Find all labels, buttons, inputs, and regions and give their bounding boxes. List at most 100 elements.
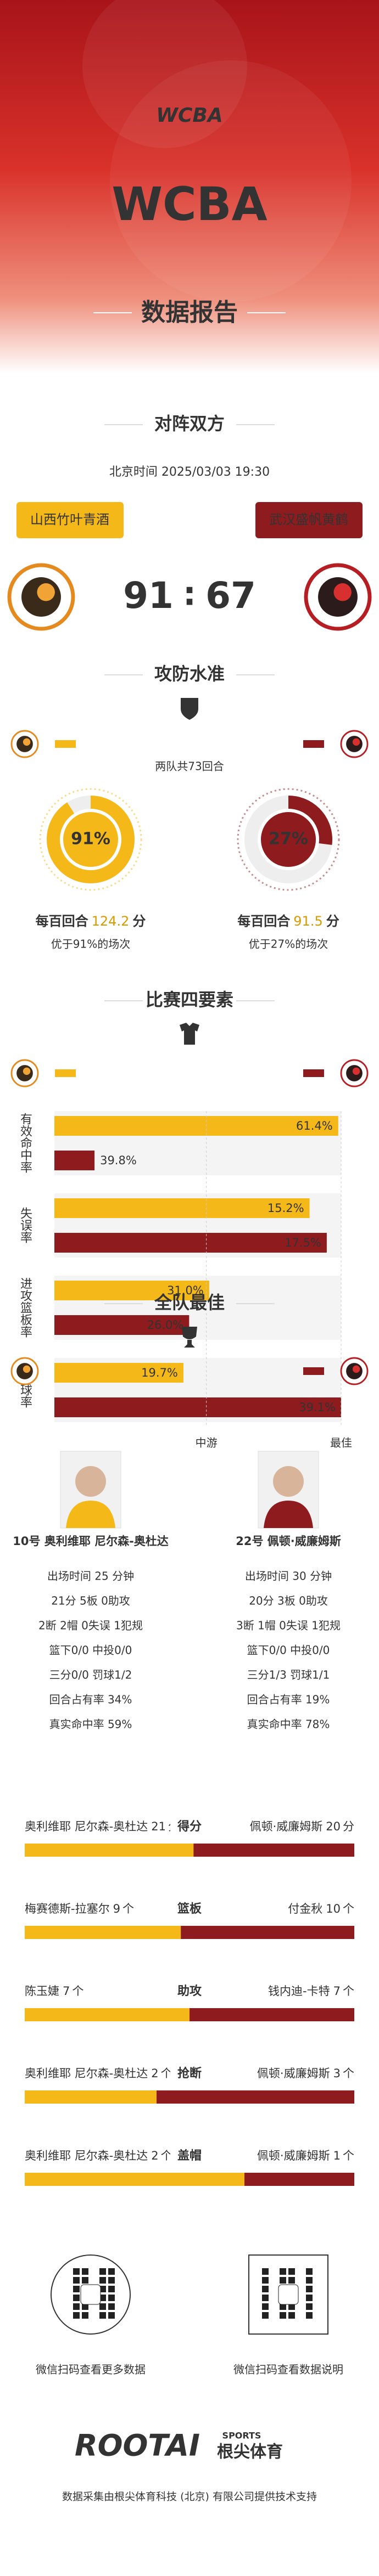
player-stat-line: 三分1/3 罚球1/1 xyxy=(247,1669,330,1682)
legend-swatch xyxy=(303,740,324,748)
qr-module xyxy=(108,2277,115,2284)
rating-note: 优于91%的场次 xyxy=(51,938,130,951)
player-stat-line: 21分 5板 0助攻 xyxy=(51,1594,130,1608)
leader-name: 付金秋 xyxy=(288,1902,322,1915)
points-unit: 分 xyxy=(132,914,146,929)
qr-module xyxy=(262,2312,269,2319)
leader-stat: 篮板 xyxy=(177,1902,202,1916)
stat-label-bg xyxy=(170,1901,209,1918)
team-logo-accent xyxy=(23,1067,31,1075)
leader-name: 佩顿·威廉姆斯 xyxy=(250,1820,323,1833)
team-logo-accent xyxy=(37,583,55,601)
qr-module xyxy=(82,2312,88,2319)
scale-label: 最佳 xyxy=(330,1436,352,1450)
leader-unit: 个 xyxy=(343,1902,354,1915)
leader-bar-away xyxy=(157,2090,354,2104)
leader-unit: 个 xyxy=(161,2067,172,2080)
leader-bar-away xyxy=(193,1844,354,1857)
qr-module xyxy=(73,2268,80,2275)
donut-arc xyxy=(47,796,135,883)
leader-unit: 个 xyxy=(122,1902,134,1915)
leader-unit: 个 xyxy=(343,1985,354,1998)
leader-stat: 助攻 xyxy=(177,1984,202,1998)
player-stat-line: 出场时间 30 分钟 xyxy=(245,1570,332,1583)
points-prefix: 每百回合 xyxy=(237,914,291,929)
header-logo: WCBA xyxy=(156,104,222,127)
factor-label: 有效命中率 xyxy=(18,1113,32,1173)
factor-bar xyxy=(54,1198,310,1218)
points-value: 91.5 xyxy=(293,914,322,929)
leader-name: 奥利维耶 尼尔森-奥杜达 xyxy=(25,2067,148,2080)
qr-module xyxy=(306,2268,313,2275)
qr-module xyxy=(306,2286,313,2292)
qr-module xyxy=(73,2295,80,2301)
header-decoration xyxy=(110,60,352,302)
brand: ROOTAI xyxy=(75,2428,200,2463)
qr-module xyxy=(280,2303,286,2310)
leader-bar-home xyxy=(25,2090,157,2104)
qr-module xyxy=(73,2277,80,2284)
player-name: 22号 佩顿·威廉姆斯 xyxy=(236,1535,341,1548)
home-name-box xyxy=(16,502,124,538)
qr-module xyxy=(306,2277,313,2284)
qr-module xyxy=(82,2303,88,2310)
factor-value: 39.8% xyxy=(100,1154,137,1167)
player-stat-line: 篮下0/0 中投0/0 xyxy=(49,1644,132,1657)
factor-value: 19.7% xyxy=(141,1366,178,1379)
team-logo-accent xyxy=(23,1365,31,1373)
points-per-100: 每百回合 124.2 分 xyxy=(36,914,146,929)
player-stat-line: 回合占有率 34% xyxy=(49,1693,132,1706)
leader-bar-home xyxy=(25,1844,194,1857)
leader-away: 佩顿·威廉姆斯 3 个 xyxy=(257,2067,354,2080)
qr-center xyxy=(278,2284,299,2305)
qr-module xyxy=(280,2277,286,2284)
qr-module xyxy=(108,2303,115,2310)
section-icon xyxy=(182,1327,197,1348)
leader-value: 7 xyxy=(333,1985,341,1998)
section-icon xyxy=(180,1023,199,1045)
leader-bar-home xyxy=(25,2008,190,2021)
player-stat-line: 3断 1帽 0失误 1犯规 xyxy=(236,1619,341,1632)
section-icon xyxy=(181,698,198,720)
leader-stat: 得分 xyxy=(177,1819,202,1834)
qr-module xyxy=(99,2295,106,2301)
qr-module xyxy=(108,2268,115,2275)
section-title: 攻防水准 xyxy=(154,663,225,684)
qr-module xyxy=(288,2312,295,2319)
donut-arc xyxy=(244,796,332,883)
stat-label-bg xyxy=(170,1819,209,1835)
player-stat-line: 20分 3板 0助攻 xyxy=(249,1594,328,1608)
factor-label: 进攻篮板率 xyxy=(18,1277,32,1338)
factor-value: 61.4% xyxy=(296,1119,333,1132)
player-body xyxy=(264,1501,313,1528)
header-background xyxy=(0,0,379,373)
leader-home: 陈玉婕 7 个 xyxy=(25,1985,83,1998)
factor-bar xyxy=(54,1315,190,1335)
home-team-name: 山西竹叶青酒 xyxy=(30,512,109,527)
qr-module xyxy=(108,2295,115,2301)
factor-bar xyxy=(54,1281,209,1300)
player-stat-line: 三分0/0 罚球1/2 xyxy=(49,1669,132,1682)
leader-home: 梅赛德斯-拉塞尔 9 个 xyxy=(25,1902,134,1915)
qr-module xyxy=(262,2286,269,2292)
donut-center xyxy=(63,812,118,867)
points-value: 124.2 xyxy=(92,914,130,929)
qr-module xyxy=(99,2303,106,2310)
factor-value: 15.2% xyxy=(267,1202,304,1215)
qr-module xyxy=(73,2303,80,2310)
points-per-100: 每百回合 91.5 分 xyxy=(237,914,339,929)
qr-center xyxy=(80,2284,101,2305)
donut-center xyxy=(261,812,316,867)
factor-value: 39.1% xyxy=(299,1401,336,1414)
qr-module xyxy=(99,2277,106,2284)
header-subtitle: 数据报告 xyxy=(141,298,238,326)
qr-module xyxy=(262,2303,269,2310)
brand-cn: 根尖体育 xyxy=(217,2443,283,2462)
factor-bar xyxy=(54,1233,327,1253)
qr-module xyxy=(306,2295,313,2301)
leader-bar-away xyxy=(244,2173,354,2186)
leader-name: 陈玉婕 xyxy=(25,1985,59,1998)
qr-module xyxy=(73,2312,80,2319)
team-logo-accent xyxy=(352,738,360,746)
